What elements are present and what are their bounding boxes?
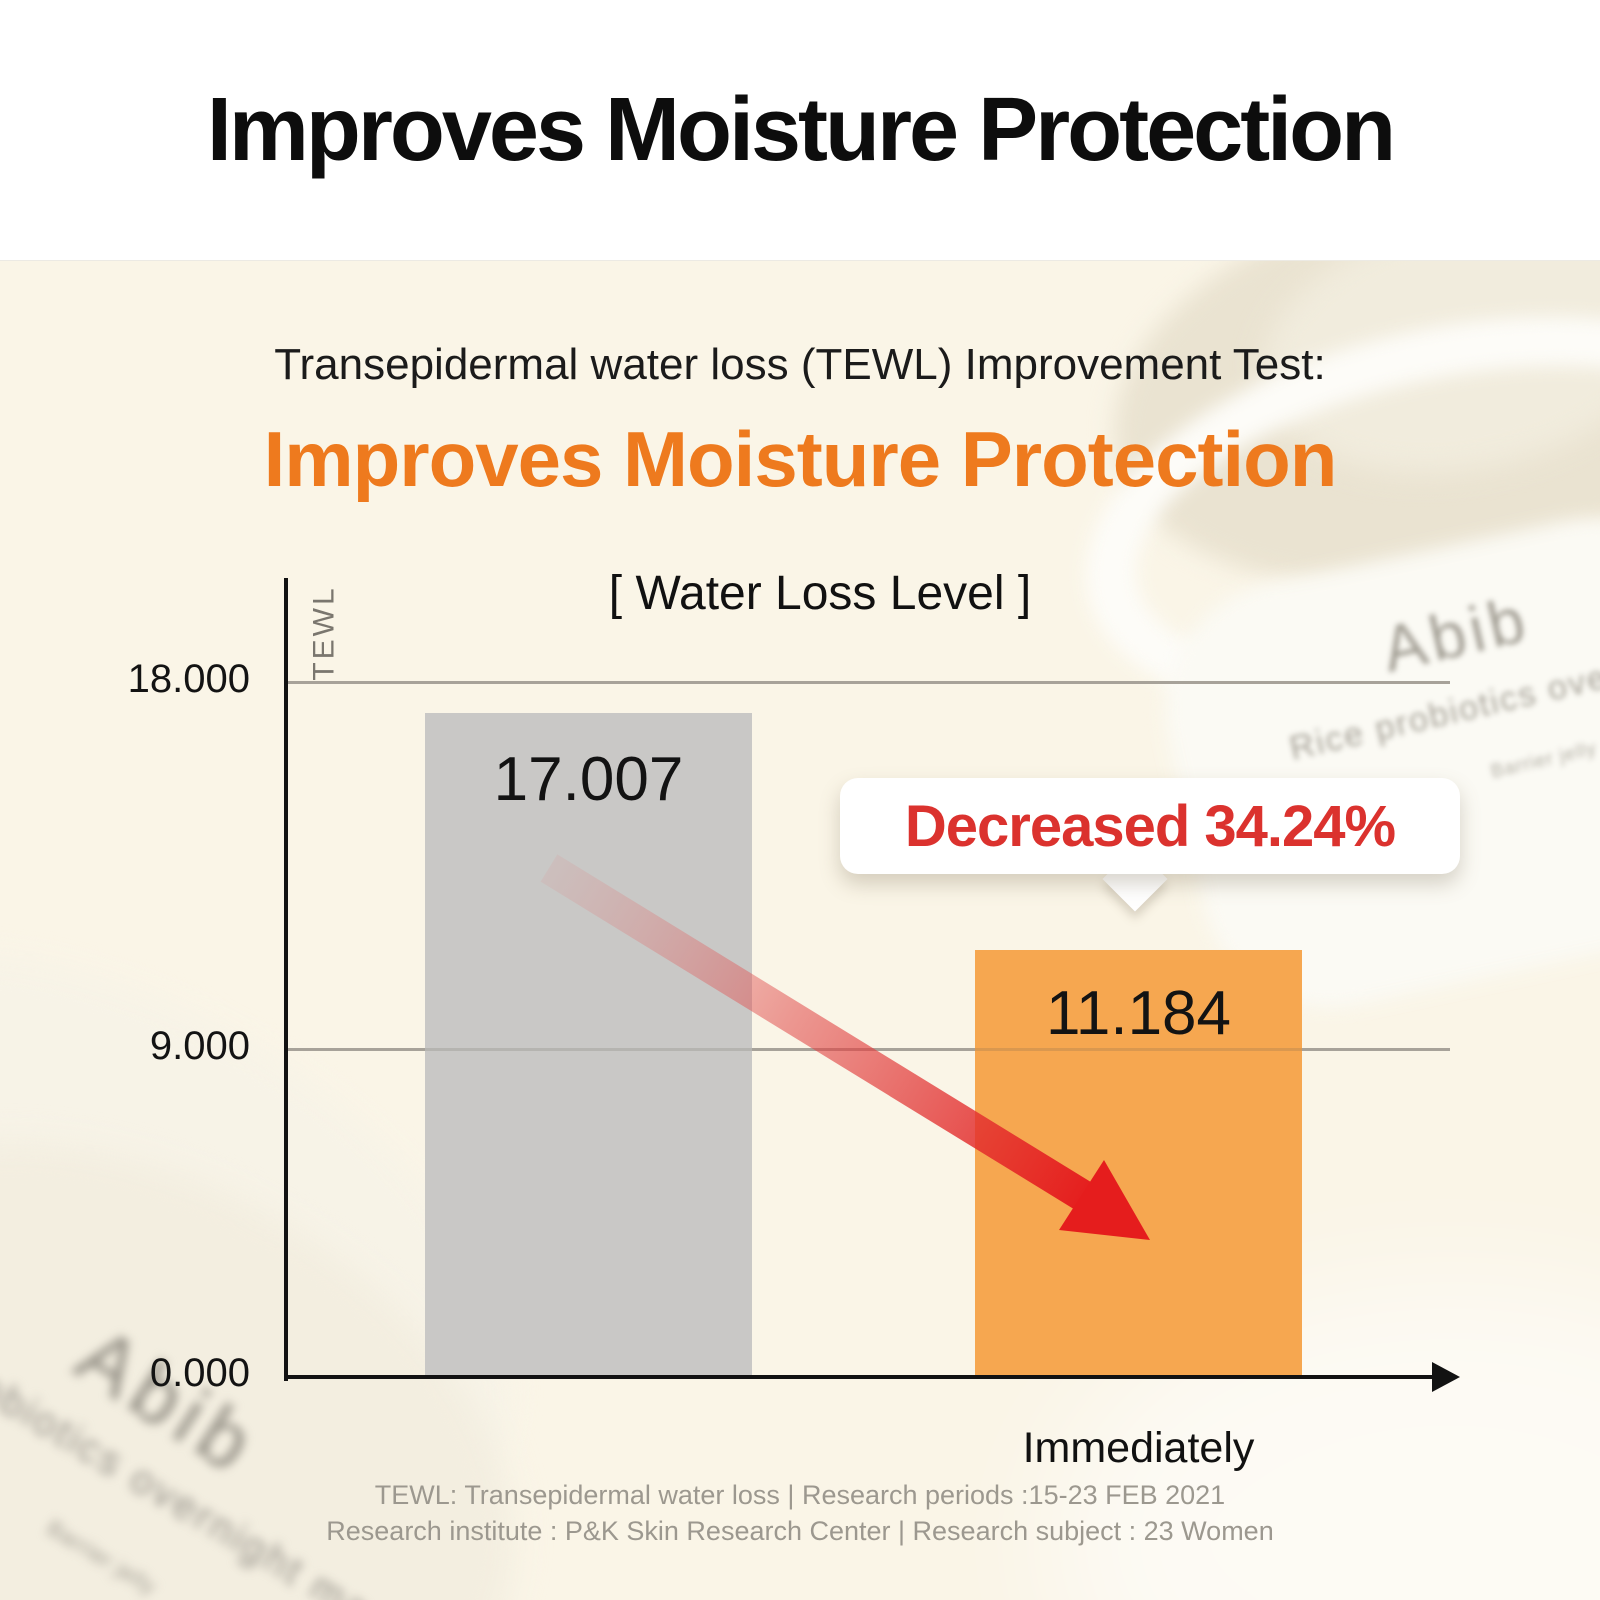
- result-headline: Improves Moisture Protection: [263, 415, 1338, 503]
- y-tick-18: 18.000: [127, 657, 250, 701]
- header-band: Improves Moisture Protection: [0, 0, 1600, 261]
- y-axis-label: TEWL: [308, 585, 341, 681]
- y-tick-0: 0.000: [149, 1351, 250, 1395]
- bar-value-immediately: 11.184: [1045, 979, 1232, 1048]
- chart-title: [ Water Loss Level ]: [608, 567, 1032, 620]
- gridline-9-overlay: [288, 1048, 1450, 1051]
- footnote-line-2: Research institute : P&K Skin Research C…: [326, 1516, 1274, 1546]
- decrease-callout: Decreased 34.24%: [840, 778, 1460, 874]
- test-subtitle: Transepidermal water loss (TEWL) Improve…: [274, 340, 1326, 389]
- x-axis-line: [284, 1375, 1436, 1379]
- x-axis-arrowhead-icon: [1432, 1362, 1460, 1392]
- page-title: Improves Moisture Protection: [206, 79, 1396, 180]
- y-axis-line: [284, 578, 288, 1381]
- footnote-line-1: TEWL: Transepidermal water loss | Resear…: [374, 1480, 1226, 1510]
- gridline-18: [288, 681, 1450, 684]
- y-tick-9: 9.000: [149, 1024, 250, 1068]
- x-category-immediately: Immediately: [1022, 1424, 1255, 1472]
- gridline-18-overlay: [288, 681, 1450, 684]
- decrease-callout-text: Decreased 34.24%: [904, 793, 1396, 859]
- bar-value-before: 17.007: [493, 745, 684, 814]
